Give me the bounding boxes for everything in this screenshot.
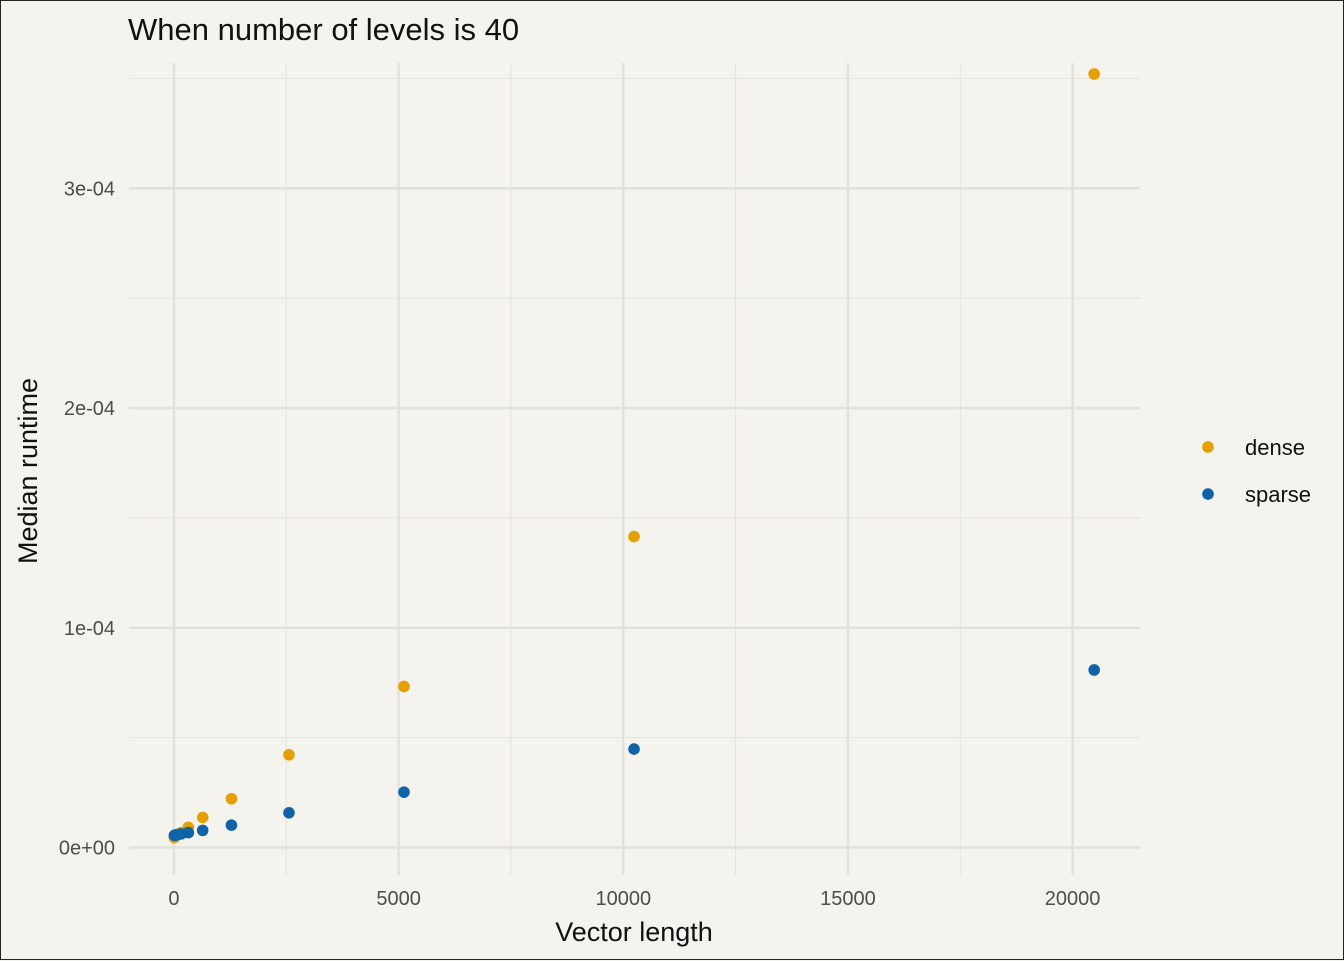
y-tick-label: 1e-04 [64,618,115,640]
y-tick-label: 3e-04 [64,178,115,200]
x-tick-label: 0 [168,888,179,910]
data-point-sparse [1088,664,1100,676]
legend-key-dense [1202,441,1214,453]
x-tick-label: 5000 [376,888,421,910]
data-point-dense [283,748,295,761]
legend-label-dense: dense [1245,435,1305,460]
y-tick-label: 2e-04 [64,398,115,420]
x-tick-label: 15000 [820,888,876,910]
data-point-dense [196,811,209,824]
grid-lines [129,63,1140,875]
y-axis-label: Median runtime [13,378,43,564]
legend: dense sparse [1202,435,1311,507]
data-points [168,68,1100,844]
y-axis-ticks: 0e+00 1e-04 2e-04 3e-04 [59,178,115,859]
data-point-dense [398,680,410,693]
data-point-dense [1088,68,1100,80]
legend-label-sparse: sparse [1245,482,1311,507]
x-axis-ticks: 0 5000 10000 15000 20000 [168,888,1100,910]
legend-key-sparse [1202,488,1214,500]
data-point-dense [628,530,640,543]
data-point-sparse [196,824,209,837]
data-point-sparse [225,819,238,831]
x-axis-label: Vector length [555,917,713,947]
data-point-sparse [182,826,195,839]
data-point-dense [225,792,238,805]
chart-title: When number of levels is 40 [128,12,519,47]
data-point-sparse [628,743,640,755]
y-tick-label: 0e+00 [59,838,115,860]
data-point-sparse [398,786,410,798]
data-point-sparse [283,807,295,819]
x-tick-label: 10000 [595,888,651,910]
x-tick-label: 20000 [1045,888,1101,910]
